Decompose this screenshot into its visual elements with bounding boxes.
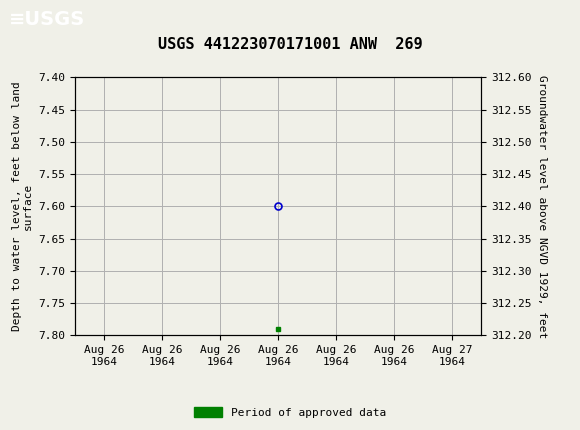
- Legend: Period of approved data: Period of approved data: [190, 402, 390, 422]
- Text: USGS 441223070171001 ANW  269: USGS 441223070171001 ANW 269: [158, 37, 422, 52]
- Y-axis label: Depth to water level, feet below land
surface: Depth to water level, feet below land su…: [12, 82, 33, 331]
- Y-axis label: Groundwater level above NGVD 1929, feet: Groundwater level above NGVD 1929, feet: [537, 75, 547, 338]
- Text: ≡USGS: ≡USGS: [9, 10, 85, 29]
